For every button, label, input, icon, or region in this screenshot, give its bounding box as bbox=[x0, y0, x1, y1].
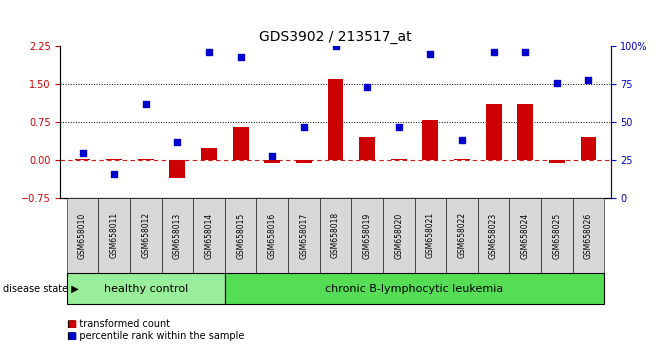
Text: GSM658015: GSM658015 bbox=[236, 212, 245, 258]
Text: GSM658022: GSM658022 bbox=[458, 212, 466, 258]
FancyBboxPatch shape bbox=[572, 198, 605, 273]
Text: ■ percentile rank within the sample: ■ percentile rank within the sample bbox=[67, 331, 244, 341]
Text: GSM658026: GSM658026 bbox=[584, 212, 593, 258]
Bar bbox=[264, 160, 280, 163]
FancyBboxPatch shape bbox=[225, 273, 605, 304]
Point bbox=[520, 49, 531, 55]
Bar bbox=[233, 127, 248, 160]
Text: disease state ▶: disease state ▶ bbox=[3, 284, 79, 293]
Text: GSM658014: GSM658014 bbox=[205, 212, 213, 258]
Point bbox=[393, 124, 404, 130]
Point bbox=[109, 171, 119, 177]
Text: ■ transformed count: ■ transformed count bbox=[67, 319, 170, 329]
Bar bbox=[423, 120, 438, 160]
Point bbox=[267, 153, 278, 159]
FancyBboxPatch shape bbox=[288, 198, 319, 273]
Text: ■: ■ bbox=[67, 319, 76, 329]
Bar bbox=[106, 159, 122, 160]
FancyBboxPatch shape bbox=[99, 198, 130, 273]
FancyBboxPatch shape bbox=[319, 198, 352, 273]
Text: GSM658024: GSM658024 bbox=[521, 212, 529, 258]
Bar bbox=[170, 160, 185, 178]
FancyBboxPatch shape bbox=[352, 198, 383, 273]
Point bbox=[330, 43, 341, 49]
FancyBboxPatch shape bbox=[193, 198, 225, 273]
Text: GSM658021: GSM658021 bbox=[426, 212, 435, 258]
Text: GSM658023: GSM658023 bbox=[489, 212, 498, 258]
Bar bbox=[201, 148, 217, 160]
Bar bbox=[486, 104, 501, 160]
FancyBboxPatch shape bbox=[509, 198, 541, 273]
Bar bbox=[359, 137, 375, 160]
Bar bbox=[454, 159, 470, 160]
Bar bbox=[580, 137, 597, 160]
Bar bbox=[391, 159, 407, 160]
FancyBboxPatch shape bbox=[256, 198, 288, 273]
Point bbox=[425, 51, 435, 56]
Text: GSM658020: GSM658020 bbox=[395, 212, 403, 258]
Text: GSM658018: GSM658018 bbox=[331, 212, 340, 258]
FancyBboxPatch shape bbox=[66, 198, 99, 273]
Text: GSM658025: GSM658025 bbox=[552, 212, 562, 258]
FancyBboxPatch shape bbox=[446, 198, 478, 273]
FancyBboxPatch shape bbox=[541, 198, 572, 273]
Point bbox=[488, 49, 499, 55]
Bar bbox=[549, 160, 565, 163]
Point bbox=[362, 84, 372, 90]
Text: ■: ■ bbox=[67, 331, 76, 341]
Bar bbox=[74, 159, 91, 160]
Bar bbox=[327, 79, 344, 160]
Point bbox=[172, 139, 183, 145]
Point bbox=[236, 54, 246, 59]
FancyBboxPatch shape bbox=[415, 198, 446, 273]
FancyBboxPatch shape bbox=[66, 273, 225, 304]
FancyBboxPatch shape bbox=[383, 198, 415, 273]
Text: GSM658012: GSM658012 bbox=[142, 212, 150, 258]
Bar bbox=[296, 160, 312, 163]
Bar bbox=[138, 159, 154, 160]
Text: GSM658019: GSM658019 bbox=[362, 212, 372, 258]
Point bbox=[299, 124, 309, 130]
Point bbox=[583, 77, 594, 82]
Text: chronic B-lymphocytic leukemia: chronic B-lymphocytic leukemia bbox=[325, 284, 504, 293]
FancyBboxPatch shape bbox=[162, 198, 193, 273]
Text: GSM658010: GSM658010 bbox=[78, 212, 87, 258]
Text: GSM658011: GSM658011 bbox=[109, 212, 119, 258]
FancyBboxPatch shape bbox=[225, 198, 256, 273]
Point bbox=[203, 49, 214, 55]
FancyBboxPatch shape bbox=[478, 198, 509, 273]
Title: GDS3902 / 213517_at: GDS3902 / 213517_at bbox=[259, 30, 412, 44]
Text: GSM658016: GSM658016 bbox=[268, 212, 276, 258]
Text: GSM658017: GSM658017 bbox=[299, 212, 309, 258]
Point bbox=[140, 101, 151, 107]
Bar bbox=[517, 104, 533, 160]
Text: GSM658013: GSM658013 bbox=[173, 212, 182, 258]
Point bbox=[457, 138, 468, 143]
Point bbox=[77, 150, 88, 155]
FancyBboxPatch shape bbox=[130, 198, 162, 273]
Point bbox=[552, 80, 562, 85]
Text: healthy control: healthy control bbox=[103, 284, 188, 293]
